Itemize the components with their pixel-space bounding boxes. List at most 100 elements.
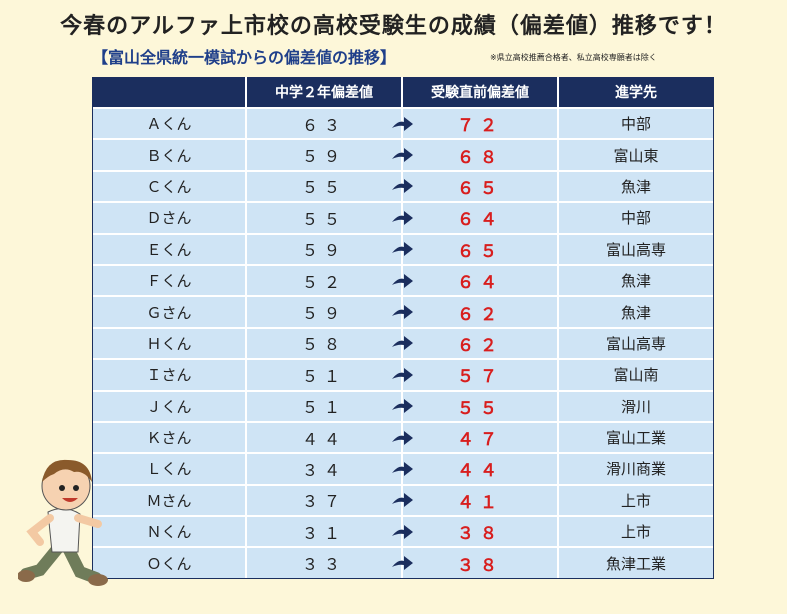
student-name: Ｆくん	[93, 263, 245, 296]
final-score-value: ６５	[457, 178, 503, 199]
table-row: Ｈくん ５８ ６２ 富山高専	[93, 326, 713, 359]
table-row: Ｃくん ５５ ６５ 魚津	[93, 169, 713, 202]
student-name: Ｃくん	[93, 169, 245, 202]
final-score-value: ３８	[457, 555, 503, 576]
final-score: ３８	[392, 515, 557, 547]
table-row: Ｋさん ４４ ４７ 富山工業	[93, 420, 713, 453]
student-name: Ｋさん	[93, 420, 245, 453]
final-score: ４１	[392, 483, 557, 516]
destination-school: 魚津工業	[557, 546, 713, 578]
arrow-right-icon	[392, 148, 413, 163]
student-name: Ｏくん	[93, 546, 245, 578]
grade2-score: ５８	[245, 326, 401, 359]
grade2-score: ５５	[245, 169, 401, 202]
arrow-right-icon	[392, 556, 413, 571]
final-score-value: ６８	[457, 147, 503, 168]
table-row: Ｊくん ５１ ５５ 滑川	[93, 389, 713, 421]
student-name: Ｂくん	[93, 138, 245, 170]
grade2-score: ５２	[245, 263, 401, 296]
final-score-value: ６２	[457, 304, 503, 325]
student-name: Ｊくん	[93, 389, 245, 421]
arrow-right-icon	[392, 430, 413, 445]
destination-school: 中部	[557, 201, 713, 233]
arrow-right-icon	[392, 242, 413, 257]
final-score: ６４	[392, 201, 557, 233]
arrow-right-icon	[392, 493, 413, 508]
table-row: Ｎくん ３１ ３８ 上市	[93, 515, 713, 547]
table-row: Ｏくん ３３ ３８ 魚津工業	[93, 546, 713, 578]
final-score: ６２	[392, 295, 557, 327]
grade2-score: ６３	[245, 107, 401, 139]
final-score: ４４	[392, 452, 557, 484]
arrow-right-icon	[392, 179, 413, 194]
final-score-value: ６２	[457, 335, 503, 356]
grade2-score: ３４	[245, 452, 401, 484]
student-name: Ｅくん	[93, 232, 245, 264]
page-subtitle: 【富山全県統一模試からの偏差値の推移】	[92, 48, 397, 67]
destination-school: 魚津	[557, 295, 713, 327]
grade2-score: ５９	[245, 295, 401, 327]
destination-school: 魚津	[557, 263, 713, 296]
table-header-row: 中学２年偏差値 受験直前偏差値 進学先	[93, 77, 713, 107]
arrow-right-icon	[392, 524, 413, 539]
final-score: ５５	[392, 389, 557, 421]
header-final-score: 受験直前偏差値	[401, 77, 557, 107]
final-score: ６５	[392, 232, 557, 264]
score-table-container: 中学２年偏差値 受験直前偏差値 進学先 Ａくん ６３ ７２ 中部 Ｂくん ５９ ６８ 富山東 Ｃ…	[92, 77, 714, 579]
final-score: ４７	[392, 420, 557, 453]
score-table: 中学２年偏差値 受験直前偏差値 進学先 Ａくん ６３ ７２ 中部 Ｂくん ５９ ６８ 富山東 Ｃ…	[93, 77, 713, 578]
table-row: Ｄさん ５５ ６４ 中部	[93, 201, 713, 233]
arrow-right-icon	[392, 336, 413, 351]
final-score-value: ７２	[457, 116, 503, 137]
grade2-score: ３１	[245, 515, 401, 547]
final-score-value: ３８	[457, 524, 503, 545]
final-score: ６８	[392, 138, 557, 170]
header-grade2-score: 中学２年偏差値	[245, 77, 401, 107]
page-title: 今春のアルファ上市校の高校受験生の成績（偏差値）推移です！	[60, 14, 727, 39]
student-name: Ｇさん	[93, 295, 245, 327]
grade2-score: ３７	[245, 483, 401, 516]
destination-school: 滑川商業	[557, 452, 713, 484]
destination-school: 富山高専	[557, 326, 713, 359]
destination-school: 富山南	[557, 358, 713, 390]
final-score-value: ５５	[457, 398, 503, 419]
header-school: 進学先	[557, 77, 713, 107]
student-name: Ｍさん	[93, 483, 245, 516]
final-score-value: ５７	[457, 367, 503, 388]
arrow-right-icon	[392, 367, 413, 382]
grade2-score: ５９	[245, 138, 401, 170]
grade2-score: ３３	[245, 546, 401, 578]
final-score-value: ６５	[457, 241, 503, 262]
final-score-value: ６４	[457, 210, 503, 231]
final-score: ６４	[392, 263, 557, 296]
destination-school: 富山高専	[557, 232, 713, 264]
destination-school: 滑川	[557, 389, 713, 421]
table-body: Ａくん ６３ ７２ 中部 Ｂくん ５９ ６８ 富山東 Ｃくん ５５ ６５ 魚津 Ｄさん ５５ ６４ 中部 Ｅくん…	[93, 107, 713, 578]
final-score-value: ４７	[457, 430, 503, 451]
grade2-score: ４４	[245, 420, 401, 453]
table-row: Ｉさん ５１ ５７ 富山南	[93, 358, 713, 390]
arrow-right-icon	[392, 305, 413, 320]
final-score: ６５	[392, 169, 557, 202]
destination-school: 富山工業	[557, 420, 713, 453]
table-row: Ｆくん ５２ ６４ 魚津	[93, 263, 713, 296]
arrow-right-icon	[392, 210, 413, 225]
student-name: Ｉさん	[93, 358, 245, 390]
final-score: ５７	[392, 358, 557, 390]
student-name: Ｄさん	[93, 201, 245, 233]
final-score-value: ４４	[457, 461, 503, 482]
arrow-right-icon	[392, 273, 413, 288]
table-row: Ａくん ６３ ７２ 中部	[93, 107, 713, 139]
table-row: Ｌくん ３４ ４４ 滑川商業	[93, 452, 713, 484]
grade2-score: ５１	[245, 389, 401, 421]
final-score-value: ６４	[457, 273, 503, 294]
student-name: Ｈくん	[93, 326, 245, 359]
final-score: ３８	[392, 546, 557, 578]
student-name: Ｎくん	[93, 515, 245, 547]
destination-school: 上市	[557, 483, 713, 516]
table-row: Ｂくん ５９ ６８ 富山東	[93, 138, 713, 170]
arrow-right-icon	[392, 399, 413, 414]
student-name: Ｌくん	[93, 452, 245, 484]
running-boy-illustration	[18, 459, 108, 586]
destination-school: 上市	[557, 515, 713, 547]
